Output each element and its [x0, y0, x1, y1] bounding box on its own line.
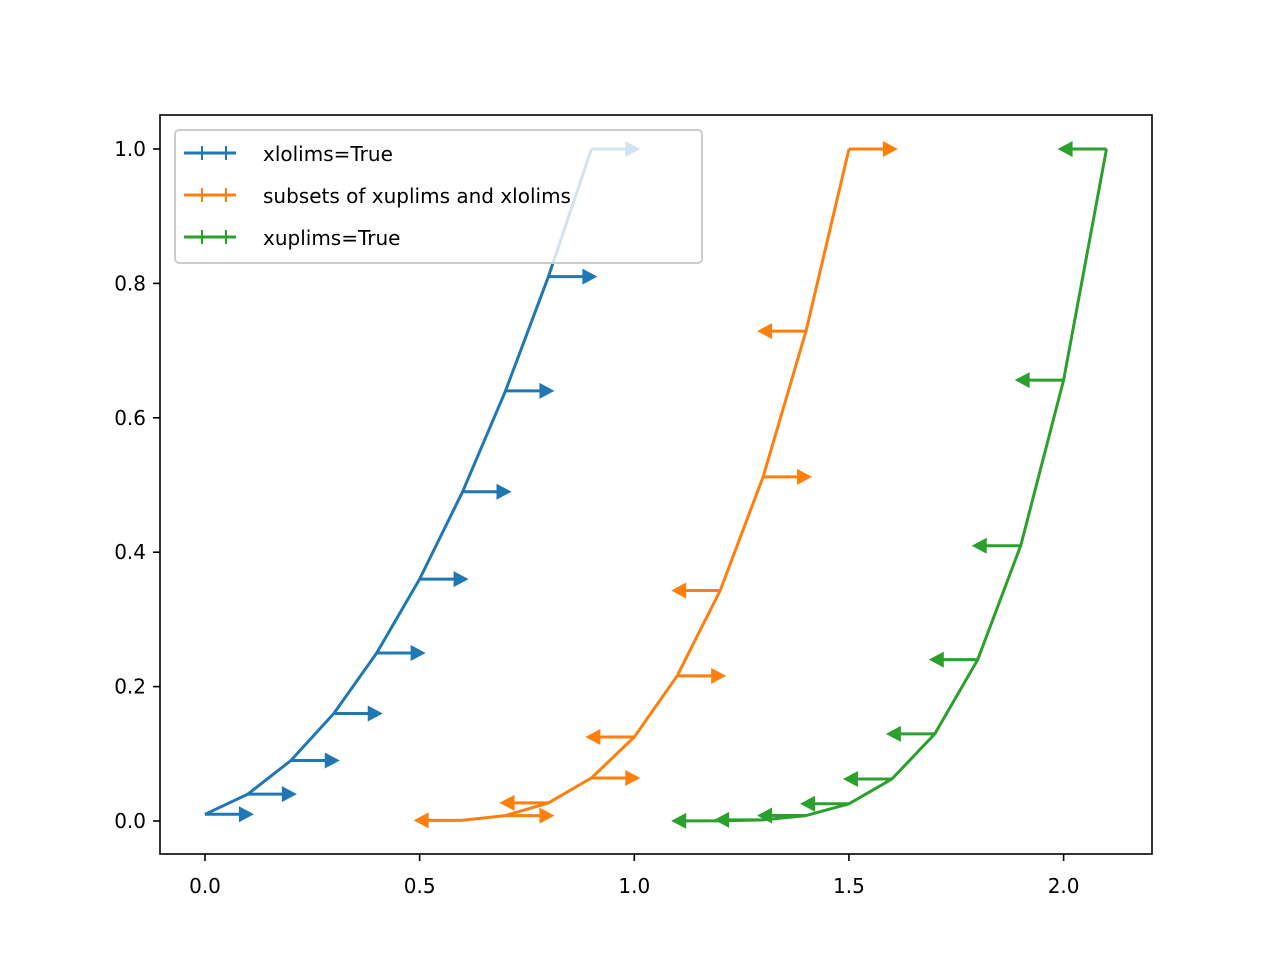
arrow-left-icon	[671, 812, 687, 829]
x-tick-label: 0.5	[404, 874, 436, 898]
arrow-left-icon	[800, 795, 816, 812]
arrow-left-icon	[671, 582, 687, 599]
legend-label: subsets of xuplims and xlolims	[263, 184, 571, 208]
arrow-right-icon	[539, 382, 555, 399]
arrow-left-icon	[885, 725, 901, 742]
arrow-right-icon	[797, 468, 813, 485]
arrow-left-icon	[499, 794, 515, 811]
x-tick-label: 1.0	[618, 874, 650, 898]
legend-label: xlolims=True	[263, 142, 393, 166]
arrow-right-icon	[882, 141, 898, 157]
y-tick-label: 0.2	[114, 675, 146, 699]
y-axis: 0.0 0.2 0.4 0.6 0.8 1.0	[114, 137, 160, 833]
series-line	[204, 148, 593, 816]
arrow-right-icon	[324, 752, 340, 769]
arrow-left-icon	[585, 729, 601, 745]
arrow-right-icon	[238, 806, 254, 823]
x-tick-label: 0.0	[189, 874, 221, 898]
arrow-right-icon	[711, 667, 727, 684]
series-2	[671, 141, 1108, 829]
arrow-left-icon	[714, 811, 730, 828]
arrow-right-icon	[539, 807, 555, 824]
y-tick-label: 0.6	[114, 406, 146, 430]
arrow-left-icon	[928, 651, 944, 668]
arrow-left-icon	[413, 812, 429, 829]
x-axis: 0.0 0.5 1.0 1.5 2.0	[189, 854, 1080, 898]
legend: xlolims=True subsets of xuplims and xloli…	[174, 129, 703, 264]
arrow-right-icon	[453, 571, 469, 588]
y-tick-label: 0.8	[114, 271, 146, 295]
arrow-left-icon	[757, 323, 773, 340]
arrow-right-icon	[281, 786, 297, 803]
arrow-left-icon	[757, 807, 773, 824]
series-line	[720, 148, 1108, 823]
arrow-right-icon	[582, 268, 598, 285]
arrow-right-icon	[496, 483, 512, 500]
arrow-left-icon	[1057, 141, 1073, 157]
legend-box	[174, 129, 703, 264]
plot-frame	[159, 114, 1153, 855]
arrow-right-icon	[367, 705, 383, 722]
legend-label: xuplims=True	[263, 226, 400, 250]
y-tick-label: 0.0	[114, 809, 146, 833]
arrow-left-icon	[842, 771, 858, 787]
y-tick-label: 1.0	[114, 137, 146, 161]
x-tick-label: 1.5	[833, 874, 865, 898]
arrow-right-icon	[625, 769, 641, 786]
series-1	[413, 141, 898, 829]
x-tick-label: 2.0	[1048, 874, 1080, 898]
arrow-left-icon	[1014, 372, 1030, 389]
arrow-left-icon	[971, 537, 987, 554]
series-line	[462, 148, 851, 822]
y-tick-label: 0.4	[114, 540, 146, 564]
arrow-right-icon	[410, 645, 426, 661]
